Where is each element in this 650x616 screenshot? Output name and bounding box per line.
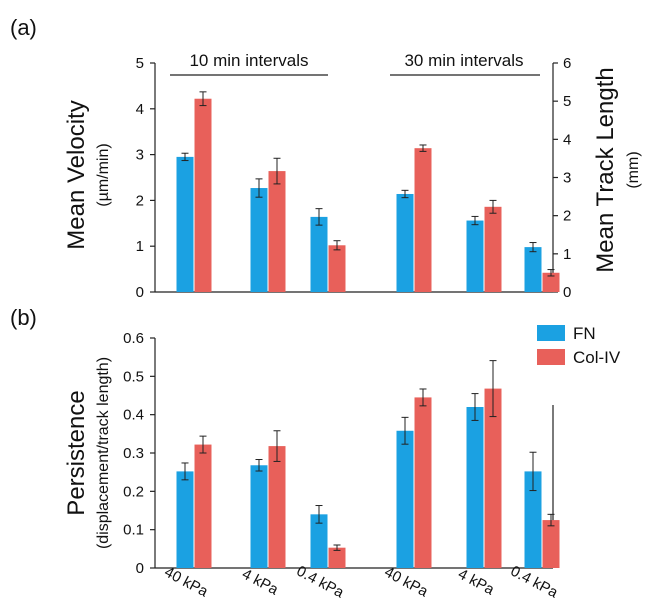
x-tick-label: 40 kPa xyxy=(162,564,212,601)
panel-label-a: (a) xyxy=(10,15,37,40)
x-tick-label: 40 kPa xyxy=(382,564,432,601)
legend-swatch-col-iv xyxy=(537,349,565,365)
bar-fn-40-kpa xyxy=(396,193,414,292)
bar-fn-4-kpa xyxy=(466,407,484,568)
y2-axis-title-a: Mean Track Length xyxy=(592,67,619,272)
bar-col-iv-4-kpa xyxy=(484,206,502,292)
y-tick-label-a: 5 xyxy=(136,55,144,72)
bar-fn-40-kpa xyxy=(396,430,414,568)
chart-velocity-track-length: 10 min intervals 30 min intervals Mean V… xyxy=(63,51,642,301)
bar-fn-40-kpa xyxy=(176,471,194,568)
bar-fn-4-kpa xyxy=(250,465,268,568)
bar-col-iv-40-kpa xyxy=(194,444,212,568)
bar-col-iv-4-kpa xyxy=(268,171,286,292)
y2-tick-label-a: 3 xyxy=(563,170,571,187)
legend: FN Col-IV xyxy=(537,324,621,367)
x-tick-label: 4 kPa xyxy=(239,566,281,599)
bar-fn-4-kpa xyxy=(250,188,268,292)
x-tick-label: 4 kPa xyxy=(455,566,497,599)
bar-col-iv-0-4-kpa xyxy=(542,272,560,292)
bar-fn-0-4-kpa xyxy=(310,514,328,568)
bar-fn-0-4-kpa xyxy=(310,216,328,292)
y-tick-label-a: 2 xyxy=(136,192,144,209)
panel-label-b: (b) xyxy=(10,305,37,330)
y-axis-unit-b: (displacement/track length) xyxy=(95,357,112,549)
legend-label-col-iv: Col-IV xyxy=(573,348,621,367)
bar-col-iv-0-4-kpa xyxy=(328,547,346,568)
chart-persistence: Persistence (displacement/track length) … xyxy=(63,330,561,602)
y2-tick-label-a: 0 xyxy=(563,284,571,301)
bar-col-iv-0-4-kpa xyxy=(542,520,560,568)
bar-fn-0-4-kpa xyxy=(524,247,542,292)
bar-col-iv-4-kpa xyxy=(268,446,286,568)
bar-col-iv-40-kpa xyxy=(414,397,432,568)
y-axis-unit-a: (µm/min) xyxy=(95,143,112,206)
y2-tick-label-a: 6 xyxy=(563,55,571,72)
y-axis-title-b: Persistence xyxy=(63,390,90,515)
y-tick-label-b: 0.4 xyxy=(123,407,144,424)
y2-tick-label-a: 4 xyxy=(563,131,571,148)
y2-tick-label-a: 1 xyxy=(563,246,571,263)
y-axis-title-a: Mean Velocity xyxy=(63,100,90,249)
y-tick-label-a: 0 xyxy=(136,284,144,301)
bar-col-iv-40-kpa xyxy=(194,98,212,292)
y2-tick-label-a: 2 xyxy=(563,208,571,225)
y-tick-label-b: 0.5 xyxy=(123,368,144,385)
y-tick-label-a: 4 xyxy=(136,101,144,118)
legend-swatch-fn xyxy=(537,325,565,341)
y-tick-label-a: 1 xyxy=(136,238,144,255)
group-label-30min: 30 min intervals xyxy=(404,51,523,70)
group-label-10min: 10 min intervals xyxy=(189,51,308,70)
bar-col-iv-40-kpa xyxy=(414,148,432,292)
y2-tick-label-a: 5 xyxy=(563,93,571,110)
bar-col-iv-4-kpa xyxy=(484,388,502,568)
bar-col-iv-0-4-kpa xyxy=(328,245,346,292)
bar-fn-0-4-kpa xyxy=(524,471,542,568)
bar-fn-4-kpa xyxy=(466,220,484,292)
y-tick-label-b: 0.6 xyxy=(123,330,144,347)
y-tick-label-b: 0.3 xyxy=(123,445,144,462)
y-tick-label-b: 0.2 xyxy=(123,483,144,500)
legend-label-fn: FN xyxy=(573,324,596,343)
y-tick-label-a: 3 xyxy=(136,147,144,164)
y2-axis-unit-a: (mm) xyxy=(625,151,642,188)
y-tick-label-b: 0.1 xyxy=(123,522,144,539)
y-tick-label-b: 0 xyxy=(136,560,144,577)
bar-fn-40-kpa xyxy=(176,156,194,292)
